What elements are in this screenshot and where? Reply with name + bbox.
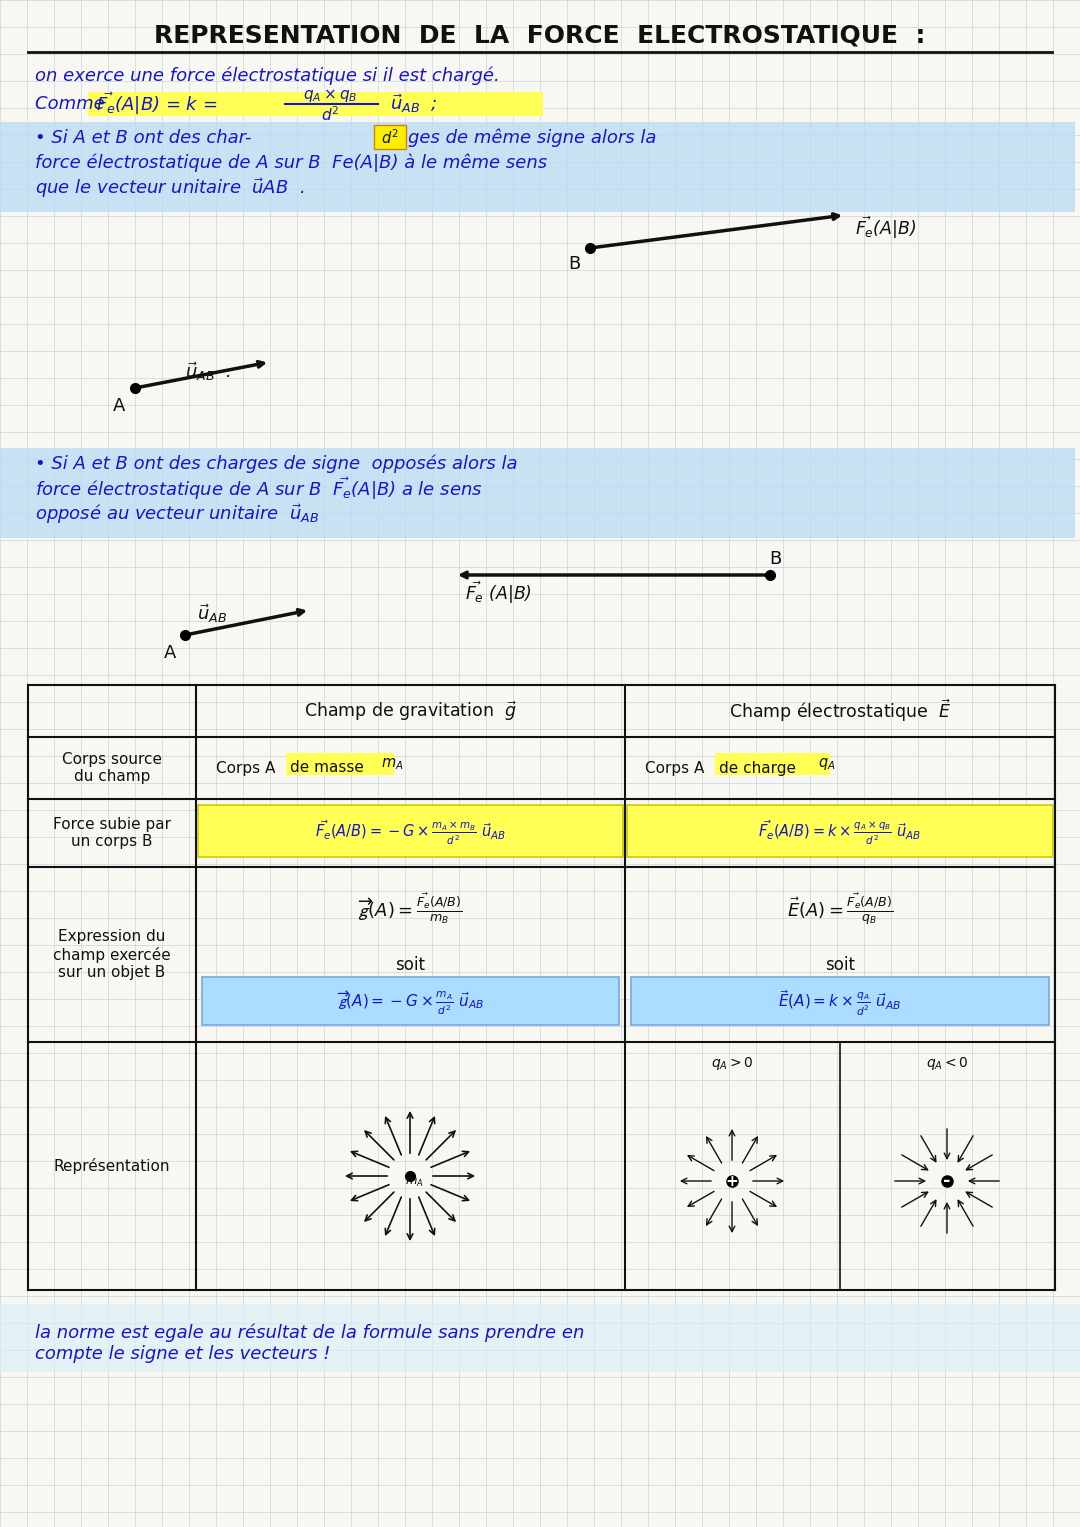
Text: Comme: Comme [35,95,117,113]
Text: soit: soit [395,956,426,974]
Text: • Si A et B ont des char-: • Si A et B ont des char- [35,128,252,147]
Text: $\vec{F_e}(A/B) = k \times \frac{q_A \times q_B}{d^2}\ \vec{u}_{AB}$: $\vec{F_e}(A/B) = k \times \frac{q_A \ti… [758,818,921,847]
Text: la norme est egale au résultat de la formule sans prendre en
compte le signe et : la norme est egale au résultat de la for… [35,1324,584,1364]
FancyBboxPatch shape [631,977,1049,1025]
Text: force électrostatique de A sur B  Fe(A|B) à le même sens: force électrostatique de A sur B Fe(A|B)… [35,154,548,173]
Text: $q_A > 0$: $q_A > 0$ [711,1055,754,1072]
Text: opposé au vecteur unitaire  $\vec{u}_{AB}$: opposé au vecteur unitaire $\vec{u}_{AB}… [35,502,320,525]
FancyBboxPatch shape [87,92,543,116]
Text: $\vec{u}_{AB}$  .: $\vec{u}_{AB}$ . [185,360,231,383]
Text: -: - [943,1173,950,1190]
Text: Corps A: Corps A [645,760,710,776]
Text: $\vec{F_e}$(A|B): $\vec{F_e}$(A|B) [855,215,917,241]
Text: $\vec{F_e}$(A|B) = k =: $\vec{F_e}$(A|B) = k = [96,90,217,118]
Text: $\overrightarrow{\mathcal{g}}(A) = -G \times \frac{m_A}{d^2}\ \vec{u}_{AB}$: $\overrightarrow{\mathcal{g}}(A) = -G \t… [337,989,484,1017]
Text: force électrostatique de A sur B  $\vec{F_e}$(A|B) a le sens: force électrostatique de A sur B $\vec{F… [35,475,483,502]
FancyBboxPatch shape [286,753,394,776]
Text: REPRESENTATION  DE  LA  FORCE  ELECTROSTATIQUE  :: REPRESENTATION DE LA FORCE ELECTROSTATIQ… [154,24,926,47]
Text: $\vec{F_e}$ (A|B): $\vec{F_e}$ (A|B) [465,580,532,606]
Text: $\vec{u}_{AB}$: $\vec{u}_{AB}$ [197,603,227,626]
FancyBboxPatch shape [198,805,623,857]
Text: A: A [112,397,125,415]
FancyBboxPatch shape [202,977,619,1025]
FancyBboxPatch shape [0,122,1075,212]
Text: $m_A$: $m_A$ [381,756,404,771]
Text: Champ électrostatique  $\vec{E}$: Champ électrostatique $\vec{E}$ [729,698,951,724]
Text: $\vec{E}(A) = \frac{\vec{F_e}(A/B)}{q_B}$: $\vec{E}(A) = \frac{\vec{F_e}(A/B)}{q_B}… [787,892,893,927]
Text: $\vec{u}_{AB}$  ;: $\vec{u}_{AB}$ ; [390,93,437,116]
FancyBboxPatch shape [374,125,406,150]
Text: $d^2$: $d^2$ [321,105,339,124]
Text: Expression du
champ exercée
sur un objet B: Expression du champ exercée sur un objet… [53,928,171,980]
Text: $q_A \times q_B$: $q_A \times q_B$ [302,87,357,104]
Text: +: + [726,1174,739,1188]
Text: A: A [164,644,176,663]
Text: Corps A: Corps A [216,760,280,776]
Text: $q_A < 0$: $q_A < 0$ [926,1055,969,1072]
Text: $q_A$: $q_A$ [818,756,836,773]
Text: B: B [568,255,580,273]
FancyBboxPatch shape [0,447,1075,538]
Text: soit: soit [825,956,855,974]
Text: $\vec{F_e}(A/B) = -G \times \frac{m_A \times m_B}{d^2}\ \vec{u}_{AB}$: $\vec{F_e}(A/B) = -G \times \frac{m_A \t… [315,818,507,847]
Text: Corps source
du champ: Corps source du champ [62,751,162,785]
Text: $\overrightarrow{\mathcal{g}}(A) = \frac{\vec{F_e}(A/B)}{m_B}$: $\overrightarrow{\mathcal{g}}(A) = \frac… [359,892,462,927]
FancyBboxPatch shape [0,1304,1080,1371]
Text: $\vec{E}(A) = k \times \frac{q_A}{d^2}\ \vec{u}_{AB}$: $\vec{E}(A) = k \times \frac{q_A}{d^2}\ … [779,988,902,1017]
Text: Force subie par
un corps B: Force subie par un corps B [53,817,171,849]
FancyBboxPatch shape [715,753,831,776]
Text: de masse: de masse [291,760,368,776]
Text: Représentation: Représentation [54,1157,171,1174]
Text: que le vecteur unitaire  $\vec{u}$AB  .: que le vecteur unitaire $\vec{u}$AB . [35,176,305,200]
Text: on exerce une force électrostatique si il est chargé.: on exerce une force électrostatique si i… [35,67,500,86]
Text: B: B [769,550,781,568]
Text: • Si A et B ont des charges de signe  opposés alors la: • Si A et B ont des charges de signe opp… [35,455,517,473]
Text: Champ de gravitation  $\vec{g}$: Champ de gravitation $\vec{g}$ [305,699,517,722]
Text: $m_A$: $m_A$ [405,1176,423,1188]
Text: $d^2$: $d^2$ [381,128,399,147]
Text: de charge: de charge [719,760,801,776]
FancyBboxPatch shape [627,805,1053,857]
Text: ges de même signe alors la: ges de même signe alors la [408,128,657,147]
